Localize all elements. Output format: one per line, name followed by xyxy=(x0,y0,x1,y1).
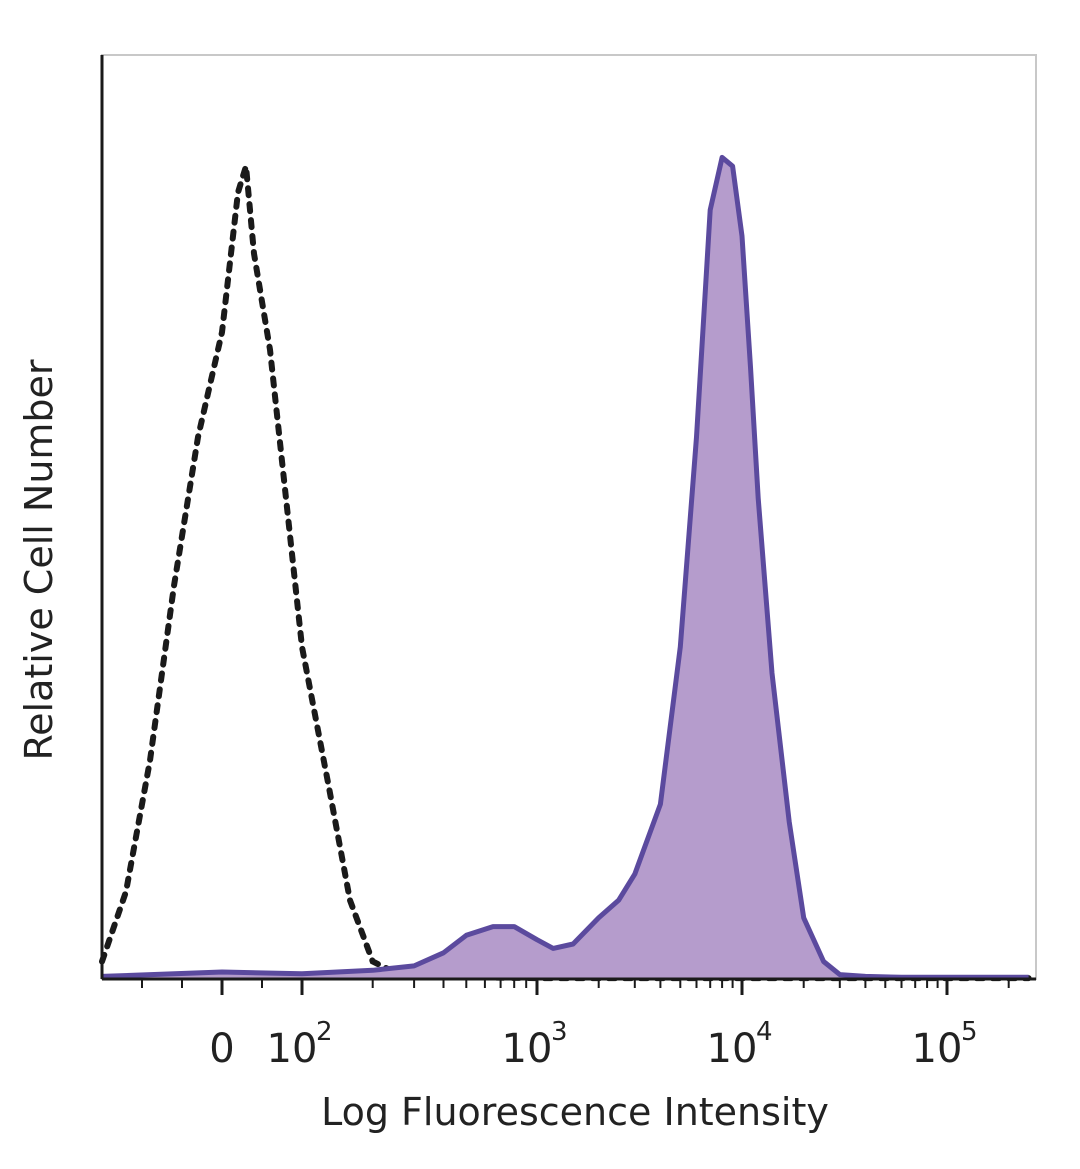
x-tick-exponent: 4 xyxy=(756,1017,773,1047)
series-1-line xyxy=(101,154,1029,980)
x-tick-exponent: 3 xyxy=(551,1017,568,1047)
x-tick-label: 10 xyxy=(502,1026,553,1072)
x-tick-exponent: 5 xyxy=(961,1017,978,1047)
x-tick-label: 10 xyxy=(707,1026,758,1072)
x-tick-label: 10 xyxy=(267,1026,318,1072)
x-tick-label: 10 xyxy=(912,1026,963,1072)
series-layer xyxy=(99,154,1032,982)
x-tick-layer: 0 102 103 104 105 xyxy=(141,979,1010,1072)
x-axis-label: Log Fluorescence Intensity xyxy=(321,1090,829,1134)
x-tick-exponent: 2 xyxy=(316,1017,333,1047)
x-tick-label: 0 xyxy=(209,1026,234,1072)
y-axis-label: Relative Cell Number xyxy=(17,359,61,760)
